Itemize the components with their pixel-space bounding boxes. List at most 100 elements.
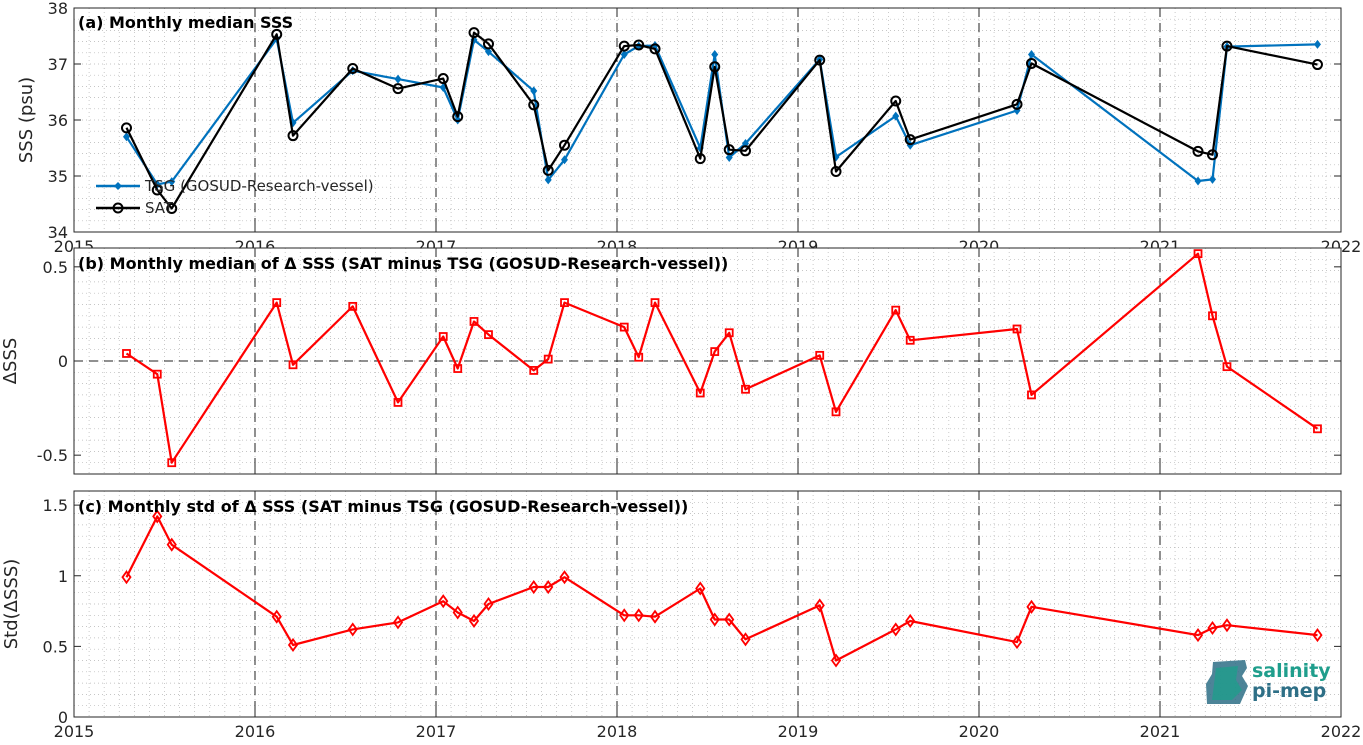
std-point xyxy=(121,570,132,585)
delta-point xyxy=(741,384,750,394)
y-tick-label: 1.5 xyxy=(43,496,68,515)
std-point xyxy=(452,605,463,620)
salinity-pi-mep-logo: salinity pi-mep xyxy=(1206,660,1331,704)
tsg-point xyxy=(1194,176,1202,186)
std-point xyxy=(1192,628,1204,643)
std-point xyxy=(166,537,177,552)
delta-point xyxy=(1193,249,1203,259)
delta-point xyxy=(453,364,463,373)
sat-point xyxy=(723,144,735,156)
delta-point xyxy=(543,354,553,364)
std-point xyxy=(271,609,282,624)
panel-a-year-lines xyxy=(254,8,1161,232)
delta-point xyxy=(650,298,660,308)
delta-point xyxy=(1208,311,1217,321)
tsg-point xyxy=(544,175,552,185)
std-point xyxy=(438,594,449,609)
x-tick-label: 2019 xyxy=(778,722,819,741)
panel-a-series xyxy=(120,27,1323,214)
x-tick-label: 2022 xyxy=(1321,722,1362,741)
sat-point xyxy=(890,95,902,107)
sat-point xyxy=(166,202,178,214)
std-point xyxy=(695,581,706,596)
panel-b: -0.5 0 0.5 (b) Monthly median of Δ SSS (SA… xyxy=(0,247,1342,475)
delta-point xyxy=(484,330,493,340)
sat-point xyxy=(1206,149,1218,161)
x-tick-label: 2020 xyxy=(959,722,1000,741)
delta-point xyxy=(272,298,282,308)
sat-point xyxy=(528,99,540,111)
delta-point xyxy=(529,366,539,375)
std-point xyxy=(649,609,661,624)
std-point xyxy=(347,622,358,637)
std-point xyxy=(543,580,554,595)
std-point xyxy=(287,637,299,652)
tsg-point xyxy=(394,74,402,84)
sat-point xyxy=(1011,98,1023,110)
sat-point xyxy=(618,40,630,52)
y-tick-label: 35 xyxy=(48,167,68,186)
y-tick-label: 38 xyxy=(48,0,68,18)
sat-point xyxy=(904,134,916,146)
legend-sat-marker xyxy=(112,202,124,214)
tsg-point xyxy=(1208,174,1216,184)
panel-b-y-ticks: -0.5 0 0.5 xyxy=(37,248,1342,474)
std-point xyxy=(559,570,570,585)
sat-point xyxy=(452,111,464,123)
std-point xyxy=(468,613,480,628)
logo-wave-icon-inner xyxy=(1212,666,1242,700)
y-tick-label: 0 xyxy=(58,352,68,371)
y-tick-label: 0 xyxy=(58,708,68,727)
delta-point xyxy=(891,305,901,315)
y-tick-label: 34 xyxy=(48,223,68,242)
tsg-point xyxy=(168,177,176,187)
std-point xyxy=(152,509,163,524)
y-tick-label: 37 xyxy=(48,55,68,74)
tsg-point xyxy=(892,111,900,121)
x-tick-label: 2015 xyxy=(54,722,95,741)
tsg-point xyxy=(530,86,538,96)
delta-point xyxy=(1027,390,1036,400)
legend-tsg-marker xyxy=(114,182,122,190)
sat-point xyxy=(287,130,299,142)
legend-sat-label: SAT xyxy=(145,199,174,217)
sat-point xyxy=(347,62,359,74)
logo-line1: salinity xyxy=(1252,660,1331,682)
series-line xyxy=(125,515,1318,662)
std-point xyxy=(814,598,825,613)
y-tick-label: 0.5 xyxy=(43,258,68,277)
panel-c-series xyxy=(121,509,1323,668)
std-point xyxy=(724,612,735,627)
delta-point xyxy=(1222,362,1232,372)
sat-point xyxy=(468,27,480,39)
sat-point xyxy=(392,83,404,95)
tsg-point xyxy=(620,49,628,59)
sat-point xyxy=(1311,59,1323,71)
panel-c-y-label: Std(ΔSSS) xyxy=(1,559,22,650)
sat-point xyxy=(633,39,645,51)
sat-point xyxy=(120,122,132,134)
delta-point xyxy=(710,347,720,356)
delta-point xyxy=(469,317,479,326)
delta-point xyxy=(815,350,825,360)
sat-point xyxy=(271,28,283,40)
std-point xyxy=(905,613,916,628)
panel-c-y-ticks: 0 0.5 1 1.5 xyxy=(43,496,1341,727)
sat-point xyxy=(1025,57,1037,69)
sat-point xyxy=(694,153,706,165)
sat-point xyxy=(1192,145,1204,157)
std-point xyxy=(1221,618,1233,633)
std-point xyxy=(392,615,404,630)
delta-point xyxy=(1313,424,1322,434)
std-point xyxy=(830,653,842,668)
delta-point xyxy=(724,328,734,338)
delta-point xyxy=(695,388,705,398)
sat-point xyxy=(542,164,554,176)
legend: TSG (GOSUD-Research-vessel) SAT xyxy=(96,177,374,217)
panel-c-title: (c) Monthly std of Δ SSS (SAT minus TSG … xyxy=(78,497,688,516)
sat-point xyxy=(709,61,721,73)
std-point xyxy=(1011,635,1023,650)
sat-point xyxy=(814,54,826,66)
tsg-point xyxy=(561,155,569,165)
tsg-point xyxy=(725,153,733,163)
